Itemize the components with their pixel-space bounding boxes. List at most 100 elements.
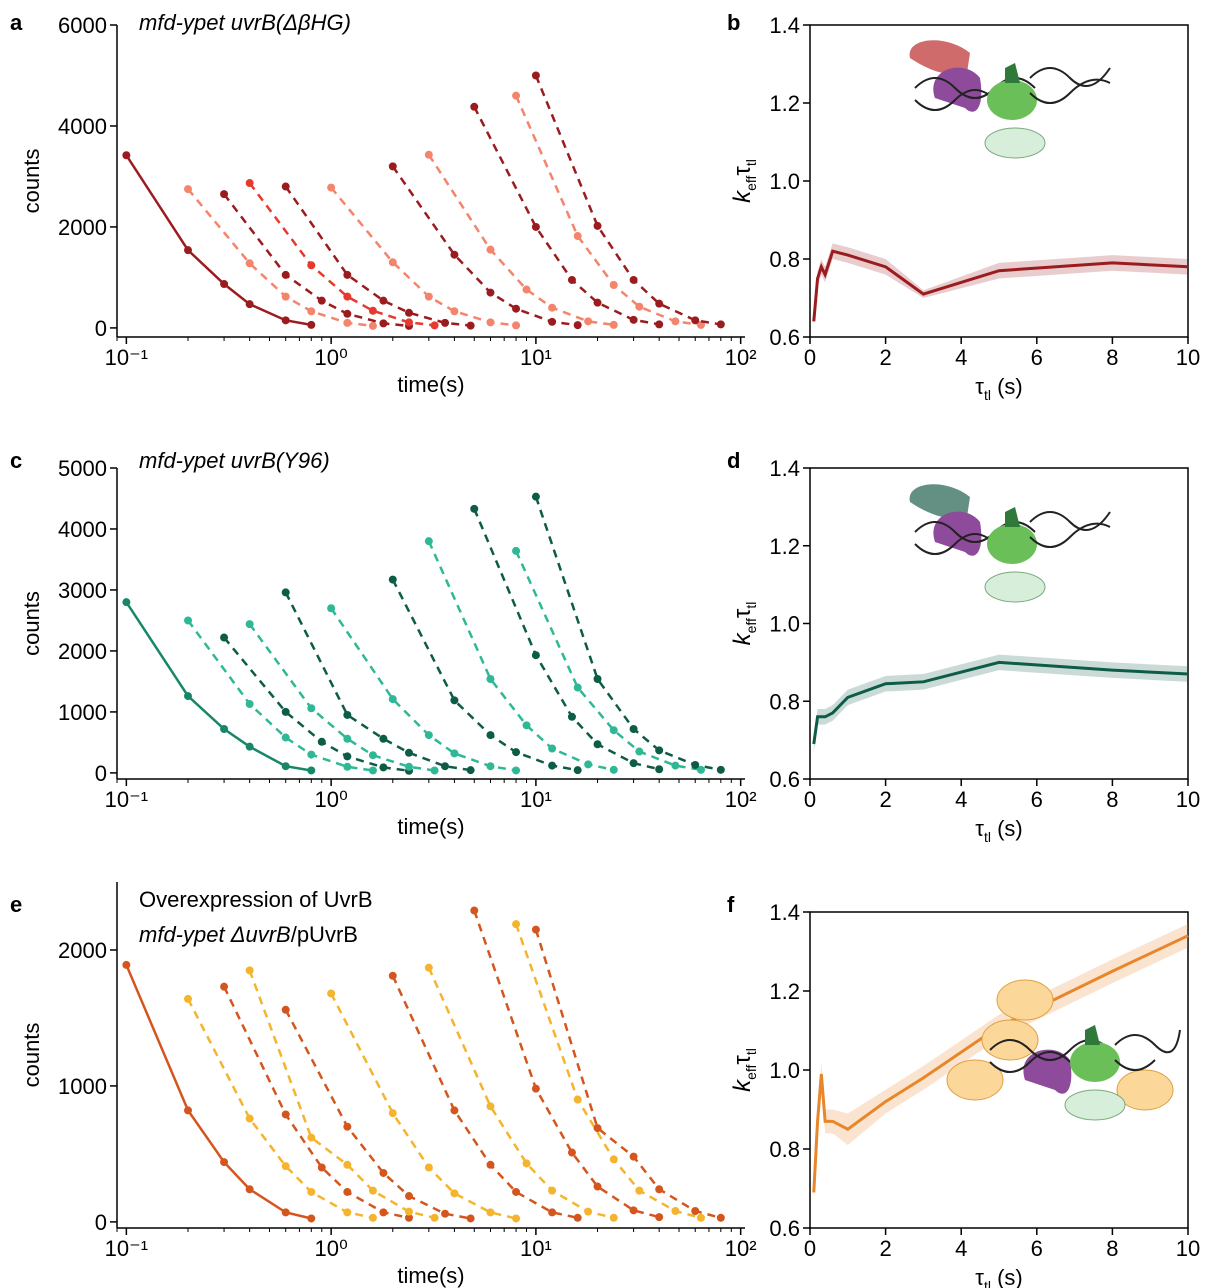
data-point xyxy=(512,920,521,929)
data-point xyxy=(486,1160,495,1169)
y-tick-label: 0.6 xyxy=(769,1216,800,1241)
decay-line xyxy=(473,106,660,326)
data-point xyxy=(635,1186,644,1195)
x-tick-label: 10² xyxy=(725,1236,757,1261)
data-point xyxy=(379,319,388,328)
plot-frame xyxy=(809,467,1189,780)
data-point xyxy=(404,1192,413,1201)
data-point xyxy=(655,299,664,308)
decay-line xyxy=(186,998,374,1220)
x-tick-label: 10² xyxy=(725,787,757,812)
data-point xyxy=(486,288,495,297)
data-point xyxy=(531,651,540,660)
x-label-part: τ xyxy=(975,816,984,841)
confidence-band xyxy=(813,923,1188,1201)
y-tick-label: 2000 xyxy=(58,215,107,240)
data-point xyxy=(379,763,388,772)
data-point xyxy=(327,183,336,192)
data-point xyxy=(184,994,193,1003)
x-tick-label: 0 xyxy=(804,787,816,812)
x-axis-label: time(s) xyxy=(397,1263,464,1288)
panel-subtitle: mfd-ypet ΔuvrB/pUvrB xyxy=(139,922,358,947)
data-point xyxy=(655,320,664,329)
y-tick-label: 1.4 xyxy=(769,900,800,925)
data-point xyxy=(343,1187,352,1196)
data-point xyxy=(368,751,377,760)
data-point xyxy=(691,760,700,769)
panel-title: mfd-ypet uvrB(ΔβHG) xyxy=(139,10,351,35)
data-point xyxy=(450,1106,459,1115)
data-point xyxy=(343,318,352,327)
data-point xyxy=(307,766,316,775)
data-point xyxy=(388,1109,397,1118)
x-tick-label: 6 xyxy=(1031,345,1043,370)
y-tick-label: 1000 xyxy=(58,1074,107,1099)
data-point xyxy=(655,1213,664,1222)
x-axis-label: τtl (s) xyxy=(975,816,1022,845)
data-point xyxy=(343,1122,352,1131)
data-point xyxy=(317,296,326,305)
data-point xyxy=(531,925,540,934)
y-label-part: tl xyxy=(743,1048,759,1055)
data-point xyxy=(522,1159,531,1168)
x-label-part: tl xyxy=(984,1278,991,1288)
confidence-band xyxy=(813,654,1188,752)
x-axis-label: τtl (s) xyxy=(975,374,1022,403)
data-point xyxy=(691,316,700,325)
data-point xyxy=(368,1186,377,1195)
x-tick-label: 10 xyxy=(1176,1236,1200,1261)
data-point xyxy=(696,1213,705,1222)
data-point xyxy=(220,190,229,199)
y-axis-label: counts xyxy=(19,1023,44,1088)
decay-line xyxy=(534,75,722,326)
x-tick-label: 10⁻¹ xyxy=(105,345,148,370)
data-point xyxy=(512,321,521,330)
data-point xyxy=(655,746,664,755)
panel-label: b xyxy=(727,10,740,35)
data-point xyxy=(629,1152,638,1161)
data-point xyxy=(430,321,439,330)
decay-line xyxy=(223,193,410,328)
data-point xyxy=(424,731,433,740)
data-point xyxy=(281,588,290,597)
x-label-part: τ xyxy=(975,1265,984,1288)
data-point xyxy=(404,308,413,317)
data-point xyxy=(388,575,397,584)
decay-line xyxy=(284,185,471,327)
x-tick-label: 6 xyxy=(1031,787,1043,812)
data-point xyxy=(522,721,531,730)
data-point xyxy=(220,633,229,642)
x-axis-label: time(s) xyxy=(397,814,464,839)
y-tick-label: 1.4 xyxy=(769,456,800,481)
data-point xyxy=(281,292,290,301)
y-label-part: k xyxy=(729,189,756,203)
x-tick-label: 2 xyxy=(879,345,891,370)
panel-title: Overexpression of UvrB xyxy=(139,887,373,912)
data-point xyxy=(343,762,352,771)
data-point xyxy=(317,737,326,746)
data-point xyxy=(281,1110,290,1119)
data-point xyxy=(548,744,557,753)
data-point xyxy=(368,321,377,330)
data-point xyxy=(245,1114,254,1123)
decay-line xyxy=(427,154,614,327)
data-point xyxy=(404,1207,413,1216)
data-point xyxy=(450,749,459,758)
decay-line xyxy=(514,95,702,327)
panel-label: f xyxy=(727,892,735,917)
line xyxy=(812,249,1189,322)
panel-label: d xyxy=(727,448,740,473)
x-tick-label: 10¹ xyxy=(520,787,552,812)
data-point xyxy=(379,734,388,743)
data-point xyxy=(629,315,638,324)
data-point xyxy=(629,1206,638,1215)
data-point xyxy=(245,300,254,309)
data-point xyxy=(388,695,397,704)
data-point xyxy=(327,604,336,613)
data-point xyxy=(716,1213,725,1222)
data-point xyxy=(531,71,540,80)
data-point xyxy=(573,1095,582,1104)
data-point xyxy=(379,1168,388,1177)
decay-line xyxy=(187,619,374,772)
decay-line xyxy=(473,508,660,771)
